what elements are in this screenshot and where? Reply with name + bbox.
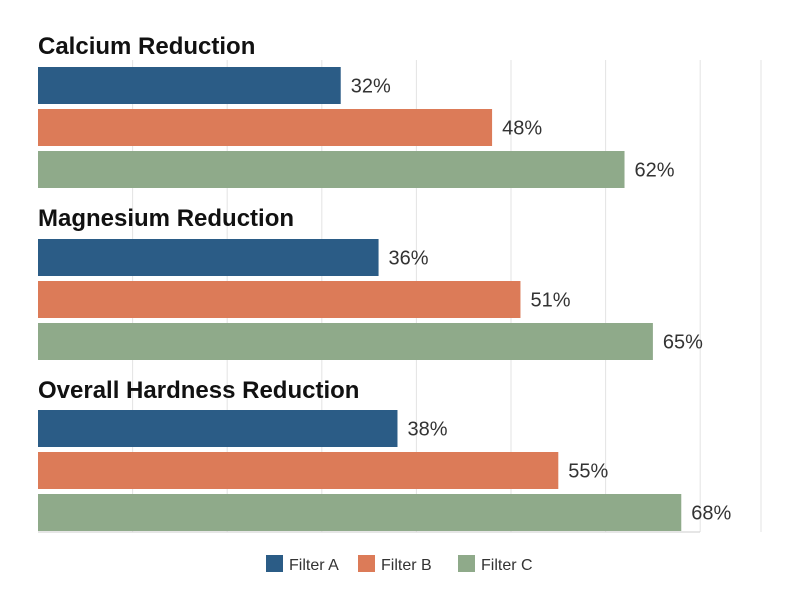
legend-swatch [458, 555, 475, 572]
data-label: 62% [635, 160, 675, 182]
bar [38, 281, 521, 318]
bar [38, 323, 653, 360]
bar [38, 239, 379, 276]
bar-groups: Calcium Reduction 32% 48% 62% Magnesium Redu… [38, 33, 732, 531]
legend-label: Filter B [381, 557, 432, 574]
data-label: 55% [568, 461, 608, 483]
legend-label: Filter A [289, 557, 339, 574]
legend-item: Filter A [266, 555, 339, 574]
bar [38, 151, 625, 188]
group-title: Magnesium Reduction [38, 205, 294, 232]
bar [38, 410, 398, 447]
bar-group: Overall Hardness Reduction 38% 55% 68% [38, 377, 732, 531]
data-label: 51% [530, 290, 570, 312]
data-label: 68% [691, 503, 731, 525]
legend-swatch [266, 555, 283, 572]
legend-label: Filter C [481, 557, 533, 574]
data-label: 36% [389, 248, 429, 270]
data-label: 65% [663, 332, 703, 354]
bar [38, 494, 682, 531]
bar-group: Magnesium Reduction 36% 51% 65% [38, 205, 703, 360]
group-title: Overall Hardness Reduction [38, 377, 359, 404]
legend-item: Filter C [458, 555, 533, 574]
bar [38, 109, 493, 146]
data-label: 48% [502, 118, 542, 140]
legend: Filter A Filter B Filter C [266, 555, 533, 574]
data-label: 38% [407, 419, 447, 441]
bar-group: Calcium Reduction 32% 48% 62% [38, 33, 675, 188]
group-title: Calcium Reduction [38, 33, 255, 60]
bar [38, 452, 559, 489]
legend-item: Filter B [358, 555, 432, 574]
legend-swatch [358, 555, 375, 572]
data-label: 32% [351, 76, 391, 98]
bar [38, 67, 341, 104]
